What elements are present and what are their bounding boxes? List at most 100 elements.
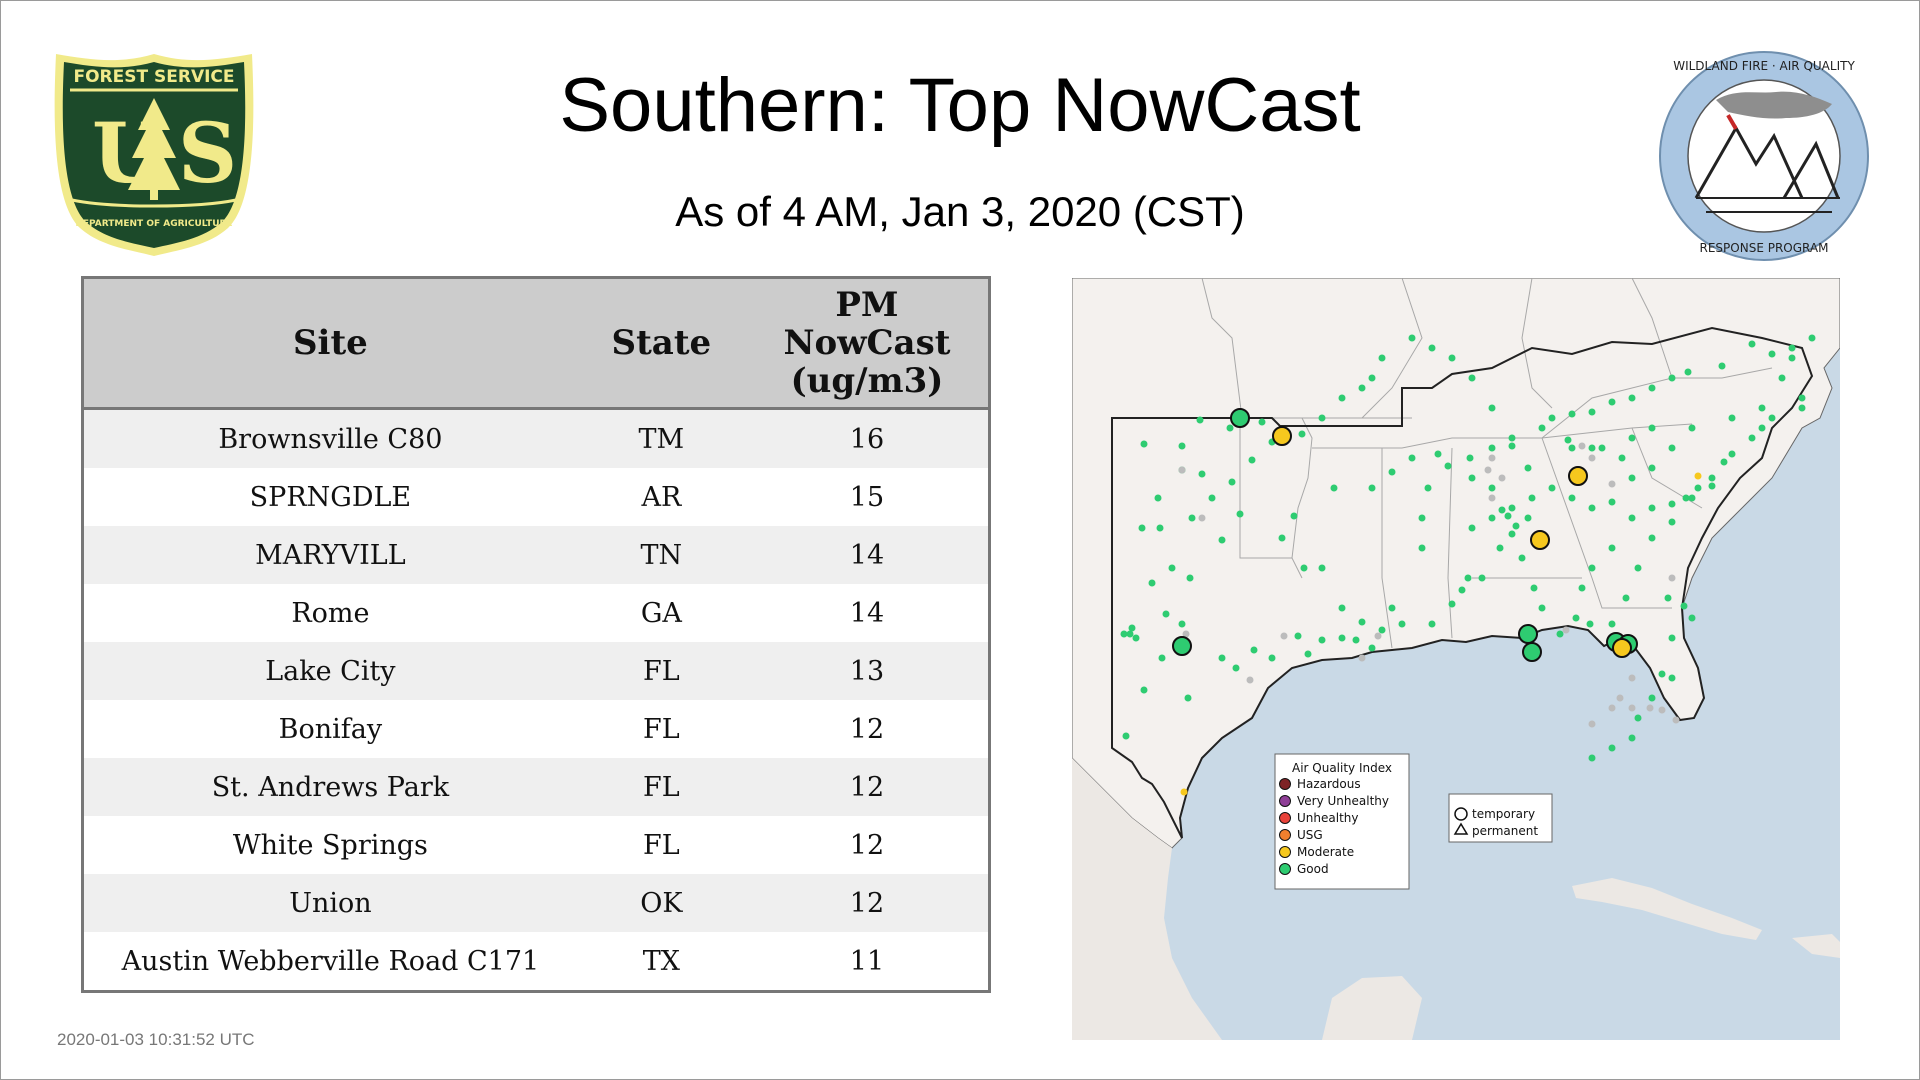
site-inactive-marker <box>1358 654 1366 662</box>
header-pm-line3: (ug/m3) <box>790 361 944 401</box>
site-good-marker <box>1178 620 1186 628</box>
shape-legend: temporary permanent <box>1448 793 1553 843</box>
site-good-marker <box>1468 474 1476 482</box>
site-good-marker <box>1358 384 1366 392</box>
site-good-marker <box>1588 564 1596 572</box>
cell-state: FL <box>576 642 746 700</box>
permanent-triangle-icon <box>1453 822 1469 835</box>
site-inactive-marker <box>1578 442 1586 450</box>
site-good-marker <box>1378 626 1386 634</box>
site-good-marker <box>1556 630 1564 638</box>
site-good-marker <box>1162 610 1170 618</box>
wildland-fire-logo: WILDLAND FIRE · AIR QUALITY RESPONSE PRO… <box>1659 51 1869 261</box>
logo-top-text: FOREST SERVICE <box>73 67 234 87</box>
site-good-marker <box>1154 494 1162 502</box>
site-good-marker <box>1728 414 1736 422</box>
cell-pm: 12 <box>745 700 990 758</box>
table-header-row: Site State PM NowCast (ug/m3) <box>82 277 990 410</box>
site-good-marker <box>1338 394 1346 402</box>
site-good-marker <box>1768 414 1776 422</box>
table-row: Bonifay FL 12 <box>82 700 990 758</box>
table-row: St. Andrews Park FL 12 <box>82 758 990 816</box>
site-good-marker <box>1668 444 1676 452</box>
cell-state: TX <box>576 932 746 992</box>
cell-pm: 12 <box>745 874 990 932</box>
site-good-marker <box>1518 554 1526 562</box>
site-good-marker <box>1598 444 1606 452</box>
site-good-marker <box>1318 636 1326 644</box>
map-land-yucatan <box>1322 976 1422 1040</box>
site-good-marker <box>1368 484 1376 492</box>
site-good-marker <box>1338 604 1346 612</box>
site-good-marker <box>1648 504 1656 512</box>
site-good-marker <box>1608 544 1616 552</box>
site-good-marker <box>1458 586 1466 594</box>
cell-state: TN <box>576 526 746 584</box>
legend-item-label: Unhealthy <box>1297 811 1358 825</box>
top-site-good-marker <box>1230 408 1250 428</box>
site-good-marker <box>1226 424 1234 432</box>
site-good-marker <box>1608 398 1616 406</box>
legend-item-label: Good <box>1297 862 1329 876</box>
cell-site: Austin Webberville Road C171 <box>82 932 577 992</box>
forest-service-logo: FOREST SERVICE U S DEPARTMENT OF AGRICUL… <box>54 54 254 256</box>
cell-pm: 15 <box>745 468 990 526</box>
site-good-marker <box>1788 344 1796 352</box>
site-good-marker <box>1634 714 1642 722</box>
site-good-marker <box>1156 524 1164 532</box>
site-good-marker <box>1572 614 1580 622</box>
site-good-marker <box>1808 334 1816 342</box>
header-pm-nowcast: PM NowCast (ug/m3) <box>745 277 990 410</box>
header-site: Site <box>82 277 577 410</box>
site-good-marker <box>1468 524 1476 532</box>
site-good-marker <box>1628 434 1636 442</box>
shape-legend-permanent: permanent <box>1472 824 1538 838</box>
site-good-marker <box>1198 470 1206 478</box>
site-good-marker <box>1318 564 1326 572</box>
site-good-marker <box>1788 354 1796 362</box>
cell-state: OK <box>576 874 746 932</box>
site-good-marker <box>1338 634 1346 642</box>
footer-timestamp: 2020-01-03 10:31:52 UTC <box>57 1030 255 1049</box>
header-state: State <box>576 277 746 410</box>
site-good-marker <box>1622 594 1630 602</box>
cell-site: Rome <box>82 584 577 642</box>
site-good-marker <box>1428 344 1436 352</box>
table-row: Union OK 12 <box>82 874 990 932</box>
site-good-marker <box>1428 620 1436 628</box>
site-good-marker <box>1448 354 1456 362</box>
site-good-marker <box>1228 478 1236 486</box>
site-good-marker <box>1548 414 1556 422</box>
site-good-marker <box>1720 458 1728 466</box>
site-good-marker <box>1538 424 1546 432</box>
table-row: Brownsville C80 TM 16 <box>82 408 990 468</box>
site-good-marker <box>1628 514 1636 522</box>
site-good-marker <box>1708 482 1716 490</box>
cell-site: SPRNGDLE <box>82 468 577 526</box>
site-good-marker <box>1682 494 1690 502</box>
site-good-marker <box>1208 494 1216 502</box>
cell-pm: 14 <box>745 584 990 642</box>
site-good-marker <box>1488 404 1496 412</box>
site-good-marker <box>1688 494 1696 502</box>
site-good-marker <box>1668 374 1676 382</box>
southern-region-outline <box>1111 326 1814 839</box>
cell-pm: 12 <box>745 758 990 816</box>
cell-state: FL <box>576 758 746 816</box>
site-good-marker <box>1298 430 1306 438</box>
site-good-marker <box>1378 354 1386 362</box>
legend-item-label: Hazardous <box>1297 777 1361 791</box>
site-inactive-marker <box>1658 706 1666 714</box>
site-inactive-marker <box>1484 466 1492 474</box>
cell-state: FL <box>576 700 746 758</box>
legend-swatch <box>1279 812 1291 824</box>
site-good-marker <box>1294 632 1302 640</box>
site-good-marker <box>1388 468 1396 476</box>
site-good-marker <box>1278 534 1286 542</box>
site-good-marker <box>1524 464 1532 472</box>
legend-swatch <box>1279 829 1291 841</box>
site-good-marker <box>1684 368 1692 376</box>
shape-legend-temporary: temporary <box>1472 807 1535 821</box>
site-moderate-marker <box>1694 472 1702 480</box>
site-good-marker <box>1568 410 1576 418</box>
